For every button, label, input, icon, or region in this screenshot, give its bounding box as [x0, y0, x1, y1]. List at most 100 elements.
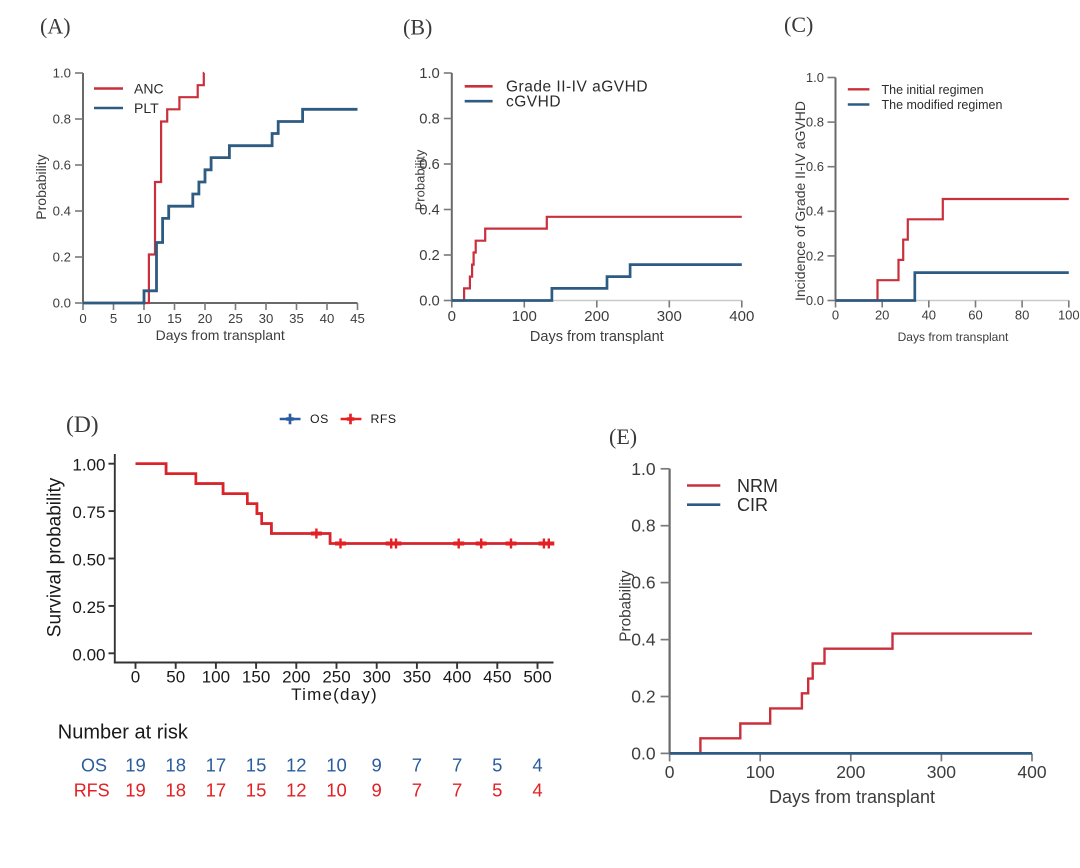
- svg-text:60: 60: [968, 308, 982, 323]
- svg-text:5: 5: [492, 780, 502, 801]
- svg-text:300: 300: [927, 762, 956, 782]
- svg-text:Days from transplant: Days from transplant: [156, 327, 285, 343]
- svg-text:17: 17: [206, 780, 227, 801]
- svg-text:(D): (D): [66, 412, 99, 438]
- svg-text:0.6: 0.6: [631, 573, 655, 593]
- svg-text:1.0: 1.0: [53, 66, 71, 81]
- svg-text:Incidence of Grade II-IV aGVHD: Incidence of Grade II-IV aGVHD: [792, 101, 808, 301]
- svg-text:7: 7: [452, 755, 462, 776]
- svg-text:0.8: 0.8: [419, 111, 440, 127]
- svg-text:7: 7: [452, 780, 462, 801]
- svg-text:Days from transplant: Days from transplant: [898, 330, 1009, 344]
- svg-text:ANC: ANC: [134, 81, 164, 97]
- svg-text:100: 100: [746, 762, 775, 782]
- svg-text:0.2: 0.2: [631, 687, 655, 707]
- svg-text:300: 300: [657, 308, 682, 325]
- svg-text:0.0: 0.0: [53, 296, 71, 311]
- svg-text:4: 4: [532, 780, 542, 801]
- svg-text:1.00: 1.00: [72, 456, 105, 475]
- svg-text:200: 200: [836, 762, 865, 782]
- svg-text:RFS: RFS: [371, 412, 397, 426]
- svg-text:0.75: 0.75: [72, 503, 105, 522]
- svg-text:(A): (A): [40, 14, 71, 39]
- svg-text:9: 9: [372, 780, 382, 801]
- svg-text:The initial regimen: The initial regimen: [882, 83, 984, 97]
- svg-text:4: 4: [532, 755, 542, 776]
- svg-text:0.6: 0.6: [419, 157, 440, 173]
- svg-text:0.4: 0.4: [631, 630, 656, 650]
- svg-text:1.0: 1.0: [419, 66, 440, 82]
- svg-text:RFS: RFS: [74, 781, 110, 801]
- svg-text:15: 15: [167, 311, 182, 326]
- svg-text:0.4: 0.4: [53, 204, 71, 219]
- svg-text:Number at risk: Number at risk: [58, 722, 189, 744]
- svg-text:Probability: Probability: [413, 149, 428, 210]
- svg-text:0.50: 0.50: [72, 551, 105, 570]
- svg-text:100: 100: [202, 668, 230, 687]
- svg-text:0: 0: [665, 762, 675, 782]
- svg-text:0: 0: [79, 311, 86, 326]
- svg-text:0.8: 0.8: [806, 115, 824, 130]
- svg-text:400: 400: [729, 308, 754, 325]
- svg-text:15: 15: [246, 780, 267, 801]
- svg-text:CIR: CIR: [737, 495, 768, 515]
- svg-text:40: 40: [320, 311, 335, 326]
- svg-text:10: 10: [326, 780, 347, 801]
- svg-text:350: 350: [403, 668, 431, 687]
- svg-text:100: 100: [1058, 308, 1080, 323]
- svg-text:10: 10: [326, 755, 347, 776]
- svg-text:80: 80: [1015, 308, 1029, 323]
- svg-text:0.0: 0.0: [419, 293, 440, 309]
- svg-text:15: 15: [246, 755, 267, 776]
- svg-text:0: 0: [448, 308, 456, 325]
- svg-text:10: 10: [137, 311, 152, 326]
- svg-text:Grade II-IV aGVHD: Grade II-IV aGVHD: [506, 78, 648, 95]
- svg-text:Probability: Probability: [618, 570, 635, 642]
- svg-text:Probability: Probability: [33, 154, 49, 219]
- svg-text:300: 300: [363, 668, 391, 687]
- svg-text:500: 500: [523, 668, 551, 687]
- svg-text:5: 5: [492, 755, 502, 776]
- svg-text:30: 30: [259, 311, 274, 326]
- svg-text:35: 35: [289, 311, 304, 326]
- svg-text:1.0: 1.0: [631, 459, 656, 479]
- svg-text:Time(day): Time(day): [291, 685, 378, 704]
- svg-text:18: 18: [165, 780, 186, 801]
- svg-text:0: 0: [832, 308, 839, 323]
- svg-text:12: 12: [286, 780, 307, 801]
- svg-text:19: 19: [125, 780, 146, 801]
- svg-text:5: 5: [110, 311, 117, 326]
- svg-text:0.4: 0.4: [419, 202, 440, 218]
- svg-text:0.6: 0.6: [53, 158, 71, 173]
- svg-text:25: 25: [228, 311, 243, 326]
- svg-text:The modified regimen: The modified regimen: [882, 98, 1003, 112]
- svg-text:(B): (B): [403, 15, 432, 40]
- svg-text:400: 400: [443, 668, 471, 687]
- svg-text:PLT: PLT: [134, 100, 159, 116]
- svg-text:0.0: 0.0: [631, 743, 656, 763]
- svg-text:0.4: 0.4: [806, 204, 824, 219]
- svg-text:250: 250: [322, 668, 350, 687]
- svg-text:cGVHD: cGVHD: [506, 93, 561, 110]
- svg-text:Days from transplant: Days from transplant: [530, 329, 664, 345]
- svg-text:400: 400: [1017, 762, 1046, 782]
- svg-text:0.2: 0.2: [806, 248, 824, 263]
- svg-text:0.2: 0.2: [419, 248, 440, 264]
- svg-text:450: 450: [483, 668, 511, 687]
- svg-text:OS: OS: [81, 756, 107, 776]
- svg-text:7: 7: [412, 780, 422, 801]
- svg-text:Survival probability: Survival probability: [45, 477, 66, 637]
- svg-text:Days from transplant: Days from transplant: [769, 787, 935, 807]
- svg-text:OS: OS: [310, 412, 329, 426]
- svg-text:1.0: 1.0: [806, 70, 824, 85]
- svg-text:7: 7: [412, 755, 422, 776]
- svg-text:17: 17: [206, 755, 227, 776]
- svg-text:20: 20: [198, 311, 213, 326]
- svg-text:0.8: 0.8: [53, 112, 71, 127]
- svg-text:0.25: 0.25: [72, 598, 105, 617]
- svg-text:18: 18: [165, 755, 186, 776]
- svg-text:50: 50: [166, 668, 185, 687]
- svg-text:0.8: 0.8: [631, 516, 655, 536]
- svg-text:100: 100: [512, 308, 537, 325]
- svg-text:0.00: 0.00: [72, 645, 105, 664]
